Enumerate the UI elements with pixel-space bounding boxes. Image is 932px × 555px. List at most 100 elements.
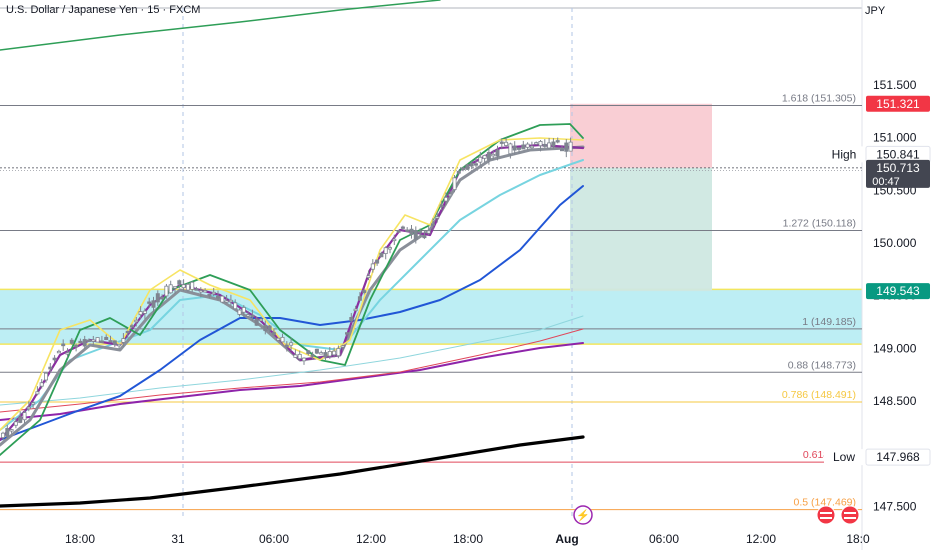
candle: [246, 314, 251, 317]
candle: [198, 290, 203, 293]
candle: [207, 293, 212, 297]
x-tick-label: 06:00: [259, 532, 289, 546]
time-axis: 18:00 31 06:00 12:00 18:00 Aug 06:00 12:00 18:0: [65, 532, 870, 546]
candle: [26, 406, 31, 410]
y-tick-label: 148.500: [873, 394, 917, 408]
candle: [215, 295, 220, 299]
candle: [448, 193, 453, 197]
fib-label: 1 (149.185): [802, 316, 856, 328]
candle: [486, 152, 491, 160]
countdown-label: 00:47: [872, 176, 900, 188]
candle: [499, 141, 504, 144]
candle: [112, 340, 117, 345]
x-tick-label: 18:00: [453, 532, 483, 546]
moving-averages: [0, 0, 585, 508]
candle: [529, 145, 534, 149]
candle: [443, 196, 448, 202]
fib-label: 1.618 (151.305): [782, 92, 856, 104]
candle: [134, 319, 139, 323]
ma-cyan-thin: [0, 315, 584, 406]
candle: [138, 311, 143, 316]
candle: [99, 340, 104, 343]
x-tick-label: 18:0: [846, 532, 870, 546]
fib-label: 0.5 (147.469): [794, 497, 856, 509]
candle: [383, 247, 388, 255]
candle: [233, 302, 238, 310]
candle: [224, 300, 229, 303]
price-badge-label: 150.841: [876, 147, 920, 161]
candle: [314, 348, 319, 354]
candle: [87, 339, 92, 342]
ma-long-black: [0, 435, 585, 508]
tag-bg: [824, 146, 864, 163]
candle: [469, 162, 474, 167]
candle: [258, 318, 263, 322]
candle: [375, 259, 380, 264]
supply-demand-zone: [0, 288, 862, 345]
us-flag-icon: [840, 505, 860, 525]
candle: [22, 412, 27, 421]
fib-label: 1.272 (150.118): [783, 218, 856, 230]
candle: [336, 348, 341, 357]
candle: [44, 372, 49, 381]
candle: [456, 171, 461, 174]
candle: [521, 144, 526, 150]
us-flag-icon: [816, 505, 836, 525]
price-badge: [866, 95, 930, 112]
candle: [452, 177, 457, 191]
candle: [542, 143, 547, 147]
candle: [241, 307, 246, 313]
zone-rect: [0, 289, 862, 345]
candle: [366, 275, 371, 279]
candle: [482, 155, 487, 159]
tag-bg: [824, 449, 864, 466]
candle: [568, 141, 573, 152]
candle: [564, 142, 569, 152]
candle: [362, 290, 367, 293]
candle: [151, 300, 156, 308]
x-tick-label: 12:00: [746, 532, 776, 546]
candle: [418, 231, 423, 234]
currency-label[interactable]: JPY: [865, 5, 886, 17]
flag-stripe: [844, 517, 856, 519]
lightning-icon: [573, 505, 593, 525]
candle: [344, 332, 349, 335]
candle: [301, 357, 306, 362]
candle: [422, 235, 427, 239]
candle: [353, 308, 358, 312]
candle: [74, 344, 79, 348]
price-badge: [865, 448, 931, 466]
candles: [0, 137, 573, 441]
candle: [306, 350, 311, 354]
candle: [155, 293, 160, 303]
fibonacci-levels: 1.618 (151.305) 1.272 (150.118) 1 (149.185…: [0, 92, 862, 511]
candle: [65, 352, 70, 355]
candle: [426, 230, 431, 234]
candle: [370, 263, 375, 270]
price-badge-label: 147.968: [876, 450, 920, 464]
candle: [168, 284, 173, 294]
candle: [52, 357, 57, 361]
candle: [555, 140, 560, 143]
candle: [104, 336, 109, 340]
candle: [327, 351, 332, 357]
candle: [142, 310, 147, 314]
fib-label: 0.88 (148.773): [788, 359, 856, 371]
candle: [48, 366, 53, 370]
short-position-tool: [570, 103, 712, 292]
candle: [478, 156, 483, 163]
candle: [392, 238, 397, 242]
candle: [551, 141, 556, 147]
symbol-title: U.S. Dollar / Japanese Yen · 15 · FXCM: [6, 4, 201, 16]
candle: [9, 429, 14, 432]
candle: [31, 402, 36, 405]
grid-lines: [0, 0, 863, 550]
candle: [560, 148, 565, 152]
candle: [172, 286, 177, 289]
tag-label: High: [832, 147, 857, 161]
candle: [35, 391, 40, 395]
candle: [357, 296, 362, 301]
price-badge: [866, 283, 930, 300]
